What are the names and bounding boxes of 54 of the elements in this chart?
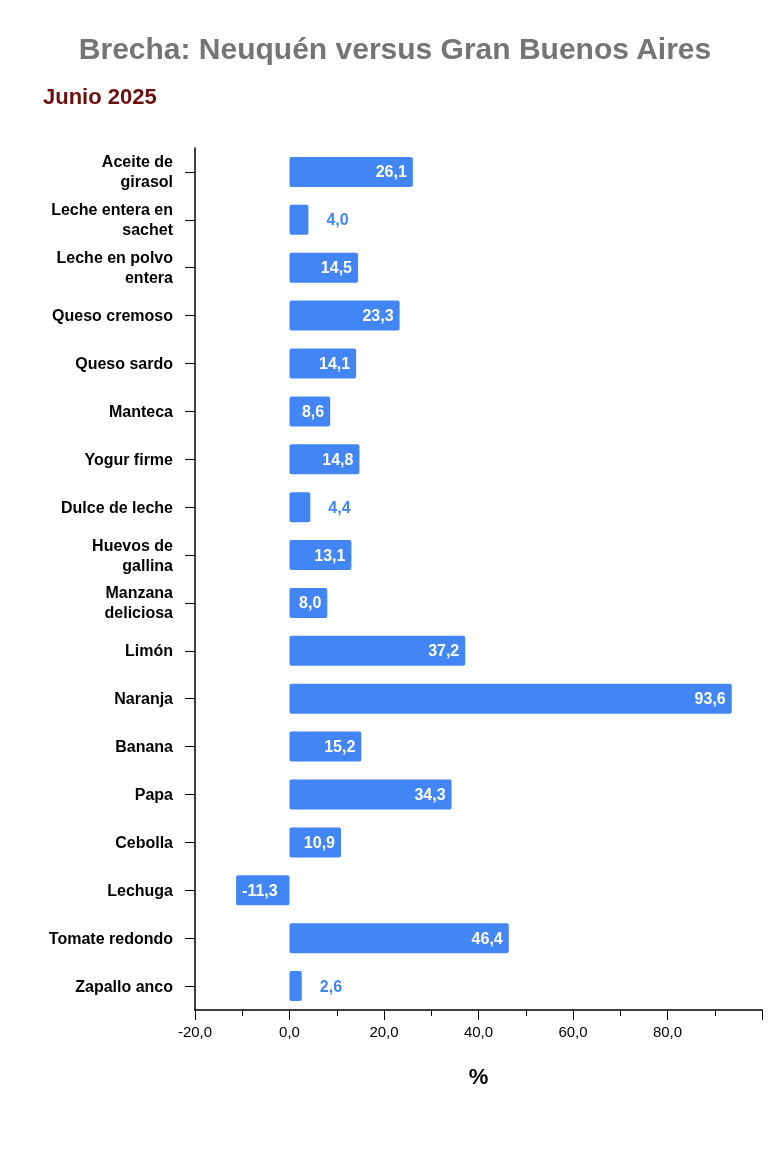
y-tick-label: Limón bbox=[125, 642, 173, 660]
bar bbox=[289, 923, 509, 954]
y-tick-label: Naranja bbox=[114, 690, 174, 708]
y-tick-label: Aceite de girasol bbox=[101, 153, 174, 191]
bar bbox=[289, 779, 452, 810]
data-label: 2,6 bbox=[319, 977, 343, 995]
bar bbox=[289, 683, 732, 714]
data-label: 4,4 bbox=[328, 498, 351, 516]
bar bbox=[289, 156, 413, 187]
y-tick-label: Yogur firme bbox=[84, 450, 174, 468]
y-tick-label: Tomate redondo bbox=[48, 929, 174, 947]
data-label: 14,5 bbox=[320, 259, 353, 277]
x-tick-label: 80,0 bbox=[652, 1023, 683, 1040]
data-label: 14,1 bbox=[318, 355, 351, 372]
x-tick-label: 20,0 bbox=[369, 1023, 399, 1040]
data-label: 14,8 bbox=[322, 450, 354, 468]
y-tick-label: Dulce de leche bbox=[60, 498, 174, 516]
y-tick-label: Huevos de gallina bbox=[92, 536, 174, 574]
y-tick-label: Manzana deliciosa bbox=[104, 584, 174, 622]
data-label: 93,6 bbox=[694, 690, 726, 708]
bar bbox=[289, 635, 466, 666]
y-tick-label: Leche en polvo entera bbox=[56, 249, 174, 287]
data-label: 23,3 bbox=[362, 307, 394, 325]
data-label: 10,9 bbox=[303, 833, 336, 851]
y-tick-label: Queso sardo bbox=[75, 355, 174, 372]
bar bbox=[289, 971, 302, 1002]
y-tick-label: Manteca bbox=[108, 402, 174, 420]
x-tick-label: 40,0 bbox=[463, 1023, 494, 1040]
data-label: 46,4 bbox=[471, 929, 503, 947]
y-tick-label: Cebolla bbox=[115, 833, 174, 851]
y-tick-label: Lechuga bbox=[107, 881, 174, 899]
data-label: 34,3 bbox=[414, 786, 446, 803]
data-label: 8,0 bbox=[299, 594, 322, 612]
data-label: 26,1 bbox=[375, 163, 407, 181]
data-label: 15,2 bbox=[324, 738, 356, 756]
x-axis-title: % bbox=[468, 1063, 489, 1089]
data-label: 8,6 bbox=[301, 402, 325, 420]
data-label: 4,0 bbox=[326, 211, 349, 229]
bar bbox=[289, 300, 400, 331]
bar bbox=[289, 204, 309, 235]
y-tick-label: Banana bbox=[115, 738, 174, 756]
bar bbox=[289, 492, 311, 523]
chart-title: Brecha: Neuquén versus Gran Buenos Aires bbox=[78, 31, 712, 65]
data-label: 13,1 bbox=[314, 546, 346, 564]
y-tick-label: Queso cremoso bbox=[52, 307, 174, 325]
data-label: -11,3 bbox=[242, 881, 278, 899]
y-tick-label: Papa bbox=[134, 786, 174, 803]
y-tick-label: Leche entera en sachet bbox=[51, 201, 174, 239]
x-tick-label: -20,0 bbox=[177, 1023, 213, 1040]
x-tick-label: 0,0 bbox=[279, 1023, 300, 1040]
chart-subtitle: Junio 2025 bbox=[43, 83, 157, 109]
x-tick-label: 60,0 bbox=[558, 1023, 588, 1040]
y-tick-label: Zapallo anco bbox=[75, 977, 174, 995]
data-label: 37,2 bbox=[428, 642, 460, 660]
